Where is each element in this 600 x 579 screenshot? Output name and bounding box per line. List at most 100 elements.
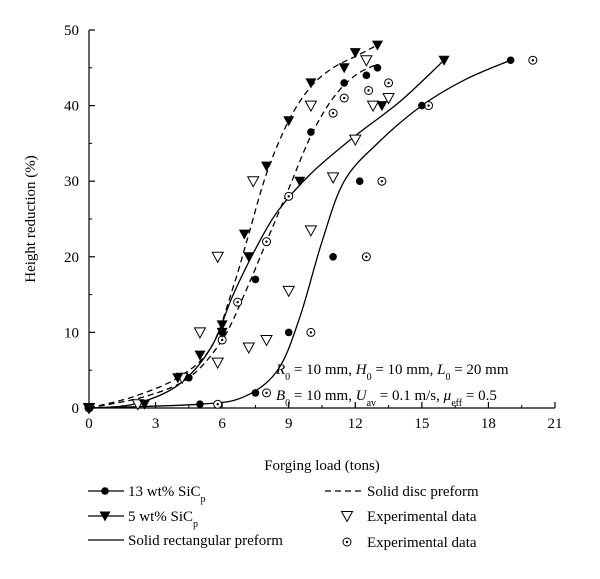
fitted-curves (88, 44, 511, 409)
x-tick-label: 9 (285, 416, 293, 432)
point-circle-dotted (233, 297, 243, 307)
point-triangle-down-filled (216, 320, 228, 331)
point-circle-dotted (361, 252, 371, 262)
annotation-dimensions: R0 = 10 mm, H0 = 10 mm, L0 = 20 mm (275, 362, 509, 383)
curve-rect-5 (88, 59, 445, 409)
point-triangle-down-filled (238, 229, 250, 240)
legend-marker (99, 511, 111, 522)
point-triangle-down-filled (243, 252, 255, 263)
point-circle-filled (185, 373, 193, 382)
point-triangle-down-filled (194, 350, 206, 361)
legend-item-5wt: 5 wt% SiCp (88, 509, 198, 530)
point-triangle-down-filled (438, 55, 450, 66)
point-circle-filled (373, 64, 382, 72)
point-triangle-down-filled (216, 327, 228, 338)
y-tick-label: 10 (64, 325, 79, 341)
x-tick-label: 15 (414, 416, 429, 432)
x-tick-label: 0 (85, 416, 93, 432)
point-circle-dotted (528, 55, 538, 65)
point-circle-dotted (364, 85, 374, 95)
axes: 0 3 6 9 12 15 18 21 0 10 20 30 40 50 (64, 23, 563, 432)
point-circle-filled (251, 275, 260, 284)
point-triangle-down-filled (261, 161, 273, 172)
legend: 13 wt% SiCp Solid disc preform 5 wt% SiCp E… (88, 484, 479, 551)
point-triangle-down-open (242, 342, 256, 355)
point-circle-filled (307, 128, 315, 136)
point-triangle-down-filled (283, 116, 295, 127)
point-triangle-down-open (366, 100, 380, 113)
y-axis-label: Height reduction (%) (23, 155, 39, 282)
legend-label: Solid rectangular preform (128, 533, 283, 549)
legend-item-13wt: 13 wt% SiCp (88, 484, 206, 505)
x-axis-label: Forging load (tons) (264, 458, 380, 474)
legend-item-disc: Solid disc preform (325, 484, 479, 500)
point-circle-dotted (339, 93, 349, 103)
point-circle-dotted (384, 78, 394, 88)
point-triangle-down-open (360, 55, 373, 67)
legend-item-exp-tri: Experimental data (340, 509, 477, 525)
point-triangle-down-filled (371, 40, 383, 51)
x-tick-label: 21 (548, 416, 563, 432)
point-circle-dotted (262, 237, 272, 247)
y-tick-label: 30 (64, 174, 79, 190)
legend-item-exp-circ: Experimental data (342, 535, 477, 551)
point-circle-filled (329, 252, 337, 261)
point-triangle-down-filled (83, 403, 95, 414)
x-tick-label: 3 (152, 416, 160, 432)
point-triangle-down-open (282, 285, 296, 298)
point-circle-filled (251, 389, 260, 397)
y-tick-label: 50 (64, 23, 79, 39)
point-circle-dotted (262, 388, 272, 398)
point-triangle-down-filled (338, 63, 350, 74)
legend-label: Solid disc preform (367, 484, 479, 500)
point-circle-filled (362, 71, 371, 80)
point-circle-filled (196, 400, 204, 409)
point-triangle-down-open (211, 251, 225, 264)
point-triangle-down-filled (138, 399, 150, 410)
legend-label: Experimental data (367, 535, 477, 551)
point-circle-dotted (306, 327, 316, 337)
y-tick-label: 20 (64, 250, 79, 266)
point-circle-dotted (213, 399, 223, 409)
point-triangle-down-open (246, 176, 260, 188)
point-circle-dotted (328, 108, 338, 118)
point-triangle-down-filled (294, 176, 306, 187)
point-circle-filled (418, 101, 426, 110)
point-circle-dotted (377, 176, 387, 186)
y-tick-label: 0 (72, 401, 80, 417)
legend-marker (342, 537, 352, 547)
point-circle-filled (340, 79, 348, 87)
point-triangle-down-open (193, 327, 207, 339)
point-triangle-down-open (304, 100, 318, 113)
x-tick-label: 12 (348, 416, 363, 432)
point-circle-filled (355, 177, 364, 185)
point-triangle-down-filled (349, 48, 361, 59)
y-tick-label: 40 (64, 99, 79, 115)
x-tick-label: 6 (218, 416, 226, 432)
legend-label: 13 wt% SiCp (128, 484, 206, 505)
annotations: R0 = 10 mm, H0 = 10 mm, L0 = 20 mm B0 = 1… (275, 362, 509, 409)
point-triangle-down-open (348, 134, 362, 147)
point-circle-filled (506, 56, 515, 65)
point-circle-filled (284, 328, 293, 337)
point-triangle-down-filled (305, 78, 317, 89)
legend-label: 5 wt% SiCp (128, 509, 198, 530)
point-circle-dotted (284, 191, 294, 201)
point-circle-dotted (424, 101, 434, 111)
x-tick-label: 18 (481, 416, 496, 432)
legend-item-rect: Solid rectangular preform (88, 533, 283, 549)
point-triangle-down-open (211, 357, 225, 370)
curve-rect-13 (88, 59, 511, 409)
point-triangle-down-open (260, 334, 273, 347)
legend-marker (101, 487, 109, 495)
point-triangle-down-open (326, 172, 340, 184)
point-triangle-down-filled (376, 101, 388, 112)
point-triangle-down-open (304, 225, 318, 237)
legend-label: Experimental data (367, 509, 477, 525)
point-triangle-down-open (382, 93, 395, 105)
data-markers (82, 40, 538, 415)
legend-marker (340, 511, 354, 523)
point-triangle-down-filled (172, 373, 184, 384)
curve-disc-5 (88, 44, 378, 409)
